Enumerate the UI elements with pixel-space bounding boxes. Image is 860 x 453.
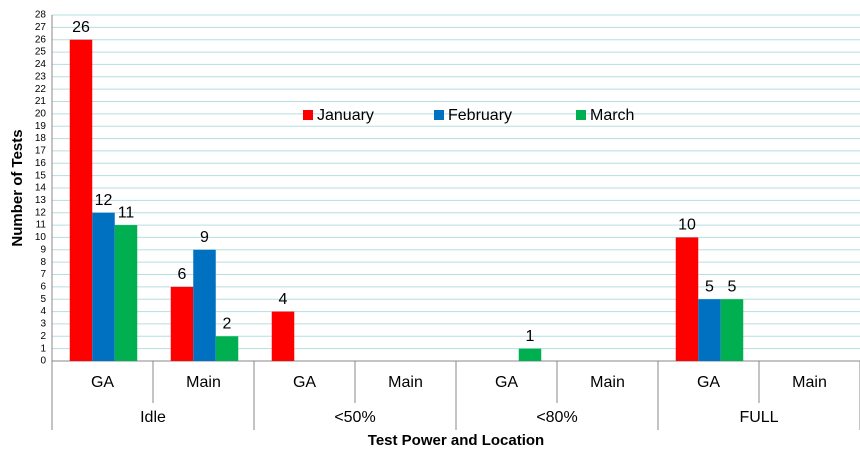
y-tick-label: 4 (40, 306, 46, 317)
y-tick-label: 3 (40, 319, 46, 330)
y-tick-label: 17 (35, 146, 47, 157)
y-tick-label: 5 (40, 294, 46, 305)
y-tick-label: 16 (35, 158, 47, 169)
y-tick-label: 26 (35, 34, 47, 45)
y-tick-label: 15 (35, 170, 47, 181)
y-tick-label: 14 (35, 183, 47, 194)
legend-label: March (590, 107, 634, 124)
y-tick-label: 2 (40, 331, 46, 342)
y-tick-label: 22 (35, 84, 47, 95)
bar (170, 286, 194, 361)
group-label: FULL (739, 409, 778, 426)
data-label: 1 (526, 328, 535, 345)
bar (114, 225, 138, 361)
legend-swatch (434, 110, 444, 120)
y-tick-label: 20 (35, 108, 47, 119)
group-label: Idle (140, 409, 166, 426)
y-tick-label: 10 (35, 232, 47, 243)
y-tick-label: 27 (35, 22, 47, 33)
x-tick-label: Main (590, 374, 625, 391)
data-label: 10 (678, 217, 696, 234)
y-tick-label: 18 (35, 133, 47, 144)
data-label: 26 (72, 19, 90, 36)
x-tick-label: GA (697, 374, 720, 391)
data-label: 11 (118, 204, 135, 221)
data-label: 5 (728, 278, 737, 295)
legend-label: February (448, 107, 512, 124)
data-label: 4 (279, 291, 288, 308)
y-tick-label: 9 (40, 244, 46, 255)
y-tick-label: 0 (40, 356, 46, 367)
x-tick-label: Main (792, 374, 827, 391)
group-label: <50% (334, 409, 375, 426)
y-tick-label: 24 (35, 59, 47, 70)
y-axis-title: Number of Tests (9, 129, 26, 246)
data-label: 9 (200, 229, 209, 246)
y-tick-label: 11 (36, 220, 47, 231)
data-label: 12 (95, 192, 113, 209)
legend-swatch (576, 110, 586, 120)
group-label: <80% (536, 409, 577, 426)
x-tick-label: GA (91, 374, 114, 391)
data-label: 6 (178, 266, 187, 283)
data-label: 2 (223, 316, 232, 333)
y-tick-label: 28 (35, 10, 47, 21)
legend-swatch (303, 110, 313, 120)
y-tick-label: 8 (40, 257, 46, 268)
y-tick-label: 13 (35, 195, 47, 206)
legend-label: January (317, 107, 374, 124)
bar (720, 299, 744, 361)
y-tick-label: 21 (35, 96, 47, 107)
bar (193, 249, 216, 361)
y-tick-label: 7 (40, 269, 46, 280)
data-label: 5 (705, 278, 714, 295)
y-tick-label: 12 (35, 207, 47, 218)
bar (69, 39, 93, 361)
y-tick-label: 23 (35, 71, 47, 82)
x-tick-label: GA (495, 374, 518, 391)
bar (675, 237, 699, 361)
bar (518, 348, 542, 361)
bar (215, 336, 239, 361)
x-tick-label: Main (186, 374, 221, 391)
y-tick-label: 25 (35, 47, 47, 58)
bar (698, 299, 721, 361)
x-tick-label: GA (293, 374, 316, 391)
x-tick-label: Main (388, 374, 423, 391)
bar (271, 311, 295, 361)
x-axis-title: Test Power and Location (368, 432, 544, 449)
y-tick-label: 1 (40, 343, 46, 354)
bar (92, 212, 115, 361)
y-tick-label: 19 (35, 121, 47, 132)
y-tick-label: 6 (40, 281, 46, 292)
